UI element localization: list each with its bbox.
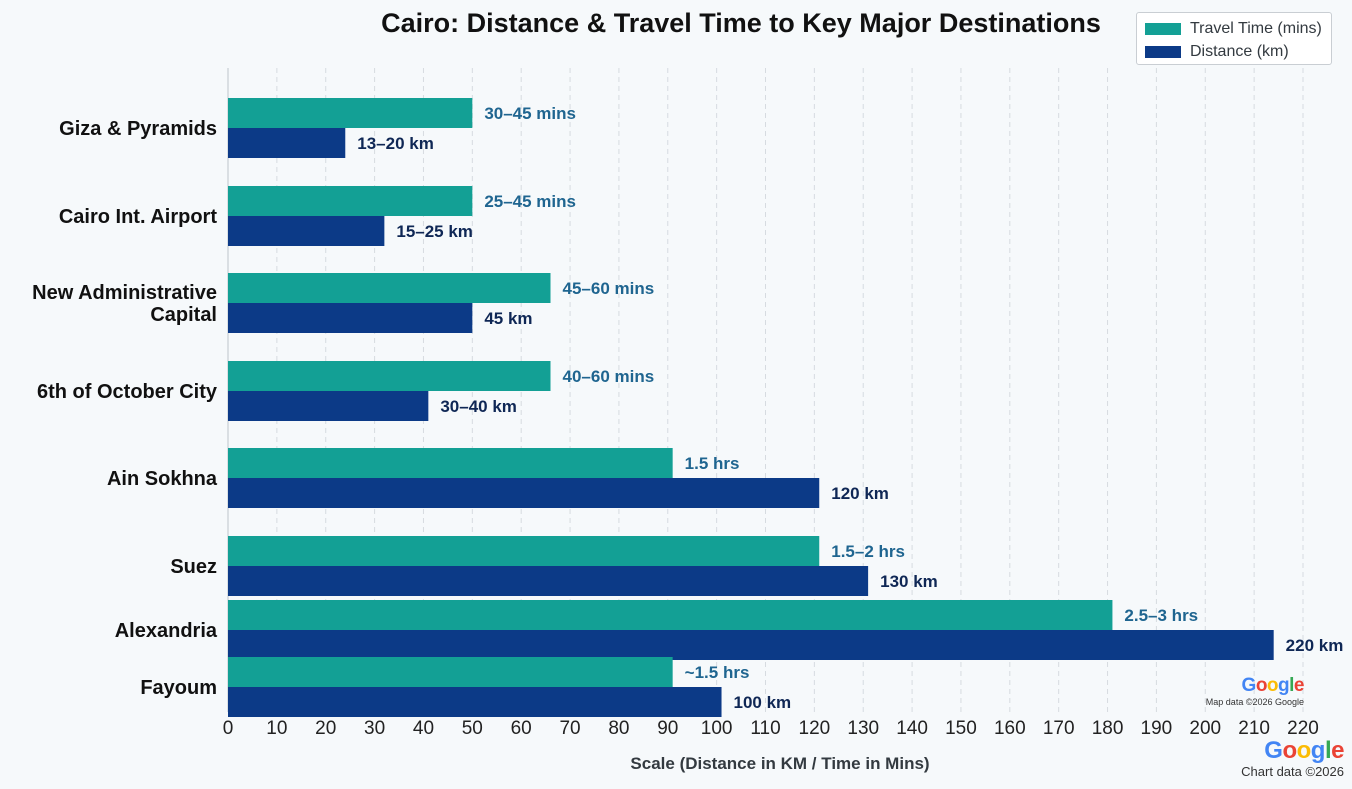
bar-travel-time	[228, 273, 551, 303]
x-tick-label: 170	[1043, 718, 1075, 739]
x-tick-label: 70	[559, 718, 580, 739]
bar-value-label-travel-time: 30–45 mins	[484, 104, 576, 123]
x-tick-label: 120	[799, 718, 831, 739]
x-tick-label: 190	[1141, 718, 1173, 739]
legend-item-distance: Distance (km)	[1145, 40, 1323, 63]
x-tick-label: 110	[750, 718, 780, 739]
category-label: Giza & Pyramids	[59, 118, 217, 140]
x-tick-label: 40	[413, 718, 434, 739]
bar-travel-time	[228, 186, 473, 216]
x-tick-label: 180	[1092, 718, 1124, 739]
bar-distance	[228, 391, 429, 421]
legend-label-travel-time: Travel Time (mins)	[1190, 19, 1322, 37]
legend-swatch-distance	[1145, 45, 1181, 58]
chart-title: Cairo: Distance & Travel Time to Key Maj…	[381, 8, 1101, 38]
map-data-text: Map data ©2026 Google	[1205, 697, 1304, 707]
bar-value-label-distance: 130 km	[880, 572, 938, 591]
legend: Travel Time (mins) Distance (km)	[1136, 12, 1332, 65]
bar-distance	[228, 478, 820, 508]
x-axis-ticks: 0 10 20 30 40 50 60 70 80 90 100 110 120 130 140 150 160…	[223, 718, 1319, 739]
category-labels: Giza & Pyramids Cairo Int. Airport New Adm…	[32, 118, 218, 699]
bar-value-label-travel-time: 45–60 mins	[563, 279, 655, 298]
bar-travel-time	[228, 536, 820, 566]
bar-value-label-travel-time: ~1.5 hrs	[685, 663, 750, 682]
category-label: Suez	[170, 556, 217, 578]
x-tick-label: 140	[896, 718, 928, 739]
bar-travel-time	[228, 600, 1113, 630]
bar-value-label-distance: 15–25 km	[396, 222, 473, 241]
bar-value-label-travel-time: 1.5 hrs	[685, 454, 740, 473]
bar-value-label-travel-time: 1.5–2 hrs	[831, 542, 905, 561]
legend-swatch-travel-time	[1145, 22, 1181, 35]
bar-value-label-distance: 100 km	[734, 693, 792, 712]
google-logo: Google	[1241, 675, 1305, 696]
bar-distance	[228, 687, 722, 717]
x-tick-label: 60	[511, 718, 532, 739]
x-tick-label: 130	[847, 718, 879, 739]
bar-travel-time	[228, 361, 551, 391]
bar-value-label-travel-time: 2.5–3 hrs	[1124, 606, 1198, 625]
bar-value-label-distance: 13–20 km	[357, 134, 434, 153]
google-logo: Google	[1264, 737, 1344, 764]
bar-travel-time	[228, 98, 473, 128]
map-data-watermark: Google Map data ©2026 Google	[1180, 675, 1305, 708]
x-tick-label: 0	[223, 718, 234, 739]
bar-distance	[228, 216, 385, 246]
legend-item-travel-time: Travel Time (mins)	[1145, 17, 1323, 40]
bar-travel-time	[228, 657, 673, 687]
bars	[228, 98, 1274, 717]
x-tick-label: 30	[364, 718, 385, 739]
category-label: New Administrative	[32, 282, 217, 304]
category-label: 6th of October City	[37, 381, 218, 403]
chart-data-text: Chart data ©2026	[1241, 764, 1344, 779]
x-tick-label: 80	[608, 718, 629, 739]
bar-distance	[228, 303, 473, 333]
bar-value-label-distance: 30–40 km	[440, 397, 517, 416]
category-label: Fayoum	[140, 677, 217, 699]
x-tick-label: 150	[945, 718, 977, 739]
chart-data-watermark: Google Chart data ©2026	[1224, 738, 1344, 780]
bar-labels: 30–45 mins 13–20 km 25–45 mins 15–25 km 45–6…	[357, 104, 1343, 712]
category-label: Alexandria	[115, 620, 218, 642]
x-tick-label: 90	[657, 718, 678, 739]
bar-value-label-travel-time: 25–45 mins	[484, 192, 576, 211]
x-tick-label: 210	[1238, 718, 1270, 739]
bar-travel-time	[228, 448, 673, 478]
x-tick-label: 50	[462, 718, 483, 739]
bar-value-label-travel-time: 40–60 mins	[563, 367, 655, 386]
bar-value-label-distance: 120 km	[831, 484, 889, 503]
x-tick-label: 10	[266, 718, 287, 739]
category-label: Ain Sokhna	[107, 468, 218, 490]
bar-distance	[228, 128, 346, 158]
x-tick-label: 20	[315, 718, 336, 739]
legend-label-distance: Distance (km)	[1190, 42, 1289, 60]
x-tick-label: 200	[1189, 718, 1221, 739]
x-axis-title: Scale (Distance in KM / Time in Mins)	[630, 754, 929, 773]
category-label: Cairo Int. Airport	[59, 206, 217, 228]
bar-value-label-distance: 220 km	[1286, 636, 1344, 655]
x-tick-label: 160	[994, 718, 1026, 739]
bar-distance	[228, 566, 869, 596]
x-tick-label: 100	[701, 718, 733, 739]
category-label: Capital	[150, 304, 217, 326]
x-tick-label: 220	[1287, 718, 1319, 739]
bar-value-label-distance: 45 km	[484, 309, 532, 328]
bar-distance	[228, 630, 1274, 660]
